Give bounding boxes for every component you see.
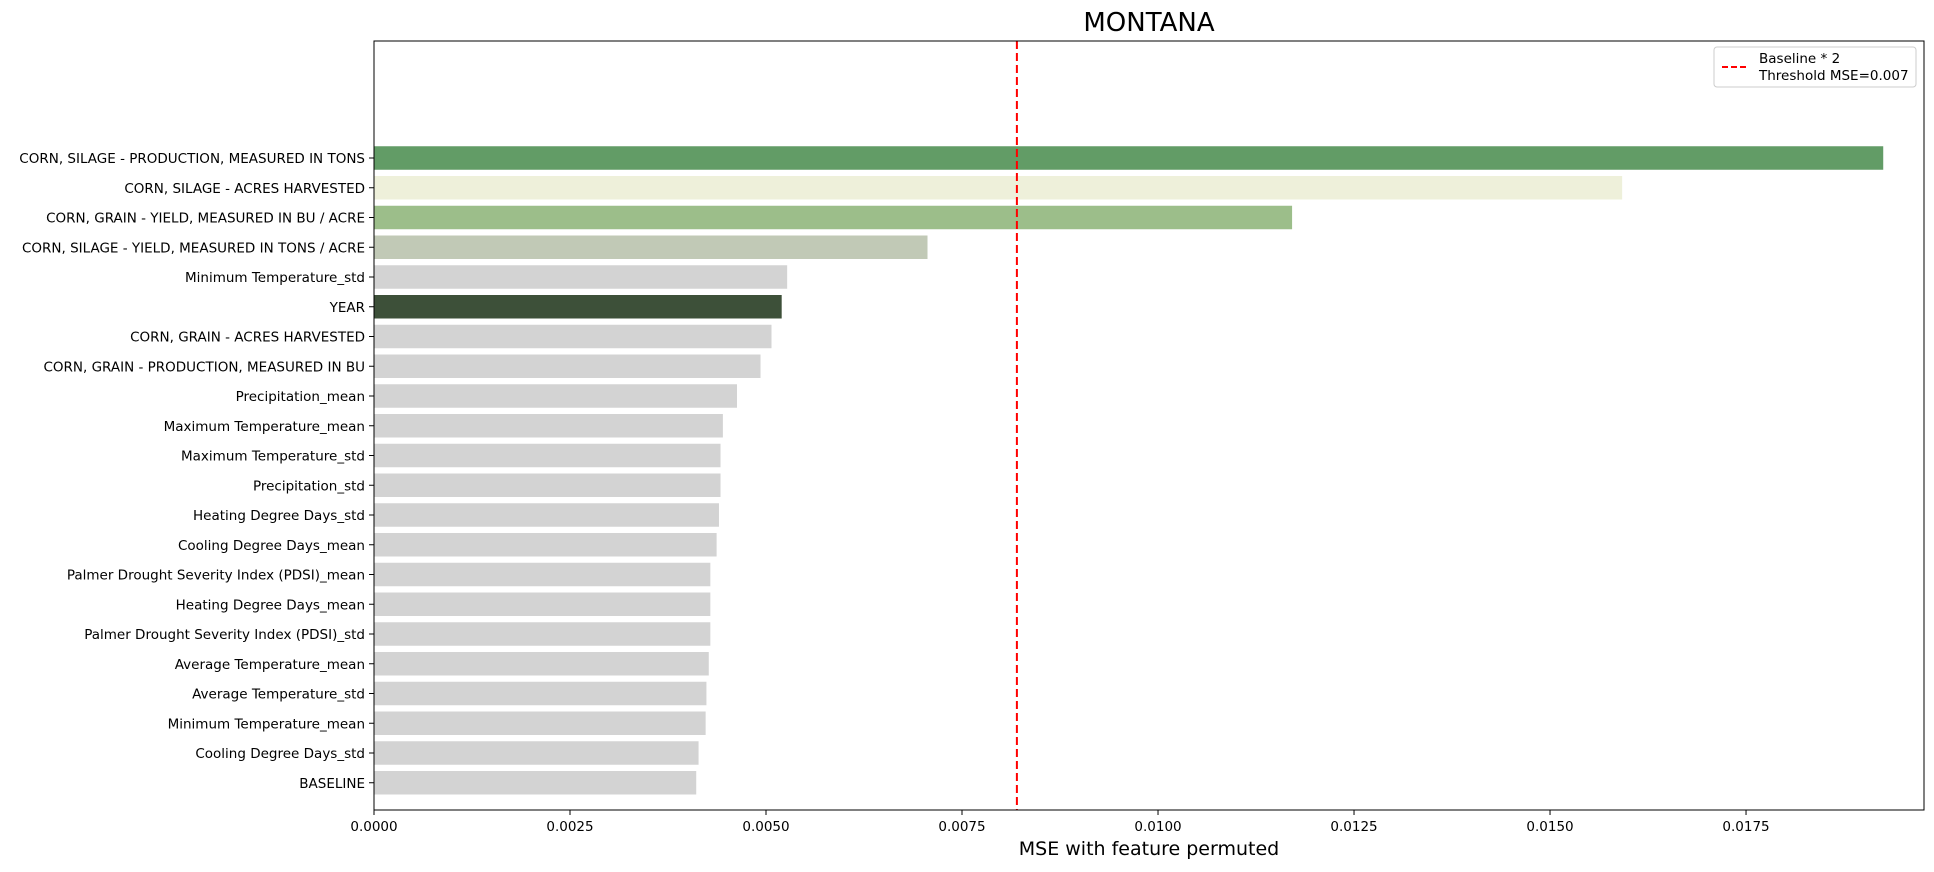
y-tick-label: Palmer Drought Severity Index (PDSI)_mea… — [67, 568, 365, 584]
y-tick-label: CORN, GRAIN - ACRES HARVESTED — [130, 330, 365, 346]
y-tick-label: CORN, SILAGE - PRODUCTION, MEASURED IN T… — [19, 151, 365, 167]
bar — [374, 235, 928, 259]
y-tick-label: CORN, SILAGE - YIELD, MEASURED IN TONS /… — [22, 240, 365, 256]
y-axis-ticks: CORN, SILAGE - PRODUCTION, MEASURED IN T… — [19, 151, 374, 792]
bar — [374, 443, 721, 468]
bar — [374, 681, 707, 706]
y-tick-label: YEAR — [329, 300, 365, 316]
x-tick-label: 0.0000 — [350, 819, 397, 835]
x-tick-label: 0.0175 — [1722, 819, 1769, 835]
bar — [374, 711, 706, 735]
x-tick-label: 0.0100 — [1134, 819, 1181, 835]
plot-frame — [373, 40, 1925, 811]
legend: Baseline * 2 Threshold MSE=0.007 — [1713, 46, 1917, 88]
y-tick-label: Minimum Temperature_mean — [168, 716, 365, 732]
x-axis-label: MSE with feature permuted — [1019, 838, 1279, 860]
y-tick-label: Cooling Degree Days_std — [195, 746, 365, 762]
bar — [374, 295, 782, 319]
bar — [374, 384, 737, 408]
bar — [374, 205, 1293, 230]
y-tick-label: Maximum Temperature_std — [181, 449, 365, 465]
y-tick-label: Minimum Temperature_std — [185, 270, 365, 286]
y-tick-label: CORN, GRAIN - PRODUCTION, MEASURED IN BU — [43, 359, 365, 375]
x-tick-label: 0.0125 — [1330, 819, 1377, 835]
bar — [374, 324, 772, 349]
bar — [374, 622, 711, 646]
bar — [374, 652, 709, 676]
bar — [374, 562, 711, 587]
x-tick-label: 0.0025 — [546, 819, 593, 835]
y-tick-label: Palmer Drought Severity Index (PDSI)_std — [84, 627, 365, 643]
bar — [374, 265, 788, 289]
y-tick-label: Precipitation_mean — [236, 389, 365, 405]
x-axis-ticks: 0.0000 0.0025 0.0050 0.0075 0.0100 0.0125 0.01… — [350, 810, 1770, 835]
bar — [374, 503, 719, 527]
y-tick-label: Cooling Degree Days_mean — [178, 538, 365, 554]
bar — [374, 592, 711, 616]
y-tick-label: Maximum Temperature_mean — [164, 419, 365, 435]
x-tick-label: 0.0050 — [742, 819, 789, 835]
y-tick-label: Average Temperature_mean — [175, 657, 365, 673]
bar — [374, 146, 1884, 170]
y-tick-label: Precipitation_std — [253, 478, 365, 494]
x-tick-label: 0.0075 — [938, 819, 985, 835]
bar — [374, 414, 723, 438]
bar — [374, 473, 721, 497]
chart-title: MONTANA — [1083, 8, 1214, 38]
bar — [374, 741, 699, 765]
y-tick-label: Heating Degree Days_mean — [176, 597, 365, 613]
y-tick-label: CORN, SILAGE - ACRES HARVESTED — [124, 181, 365, 197]
bar — [374, 354, 761, 378]
bar — [374, 176, 1623, 200]
x-tick-label: 0.0150 — [1526, 819, 1573, 835]
y-tick-label: Average Temperature_std — [192, 687, 365, 703]
y-tick-label: CORN, GRAIN - YIELD, MEASURED IN BU / AC… — [46, 211, 365, 227]
bar — [374, 771, 697, 795]
legend-box — [1713, 46, 1917, 88]
y-tick-label: Heating Degree Days_std — [193, 508, 365, 524]
bar — [374, 533, 717, 557]
y-tick-label: BASELINE — [299, 776, 365, 792]
legend-label-line2: Threshold MSE=0.007 — [1758, 68, 1909, 84]
legend-label-line1: Baseline * 2 — [1759, 51, 1840, 67]
bars-layer — [374, 146, 1884, 795]
